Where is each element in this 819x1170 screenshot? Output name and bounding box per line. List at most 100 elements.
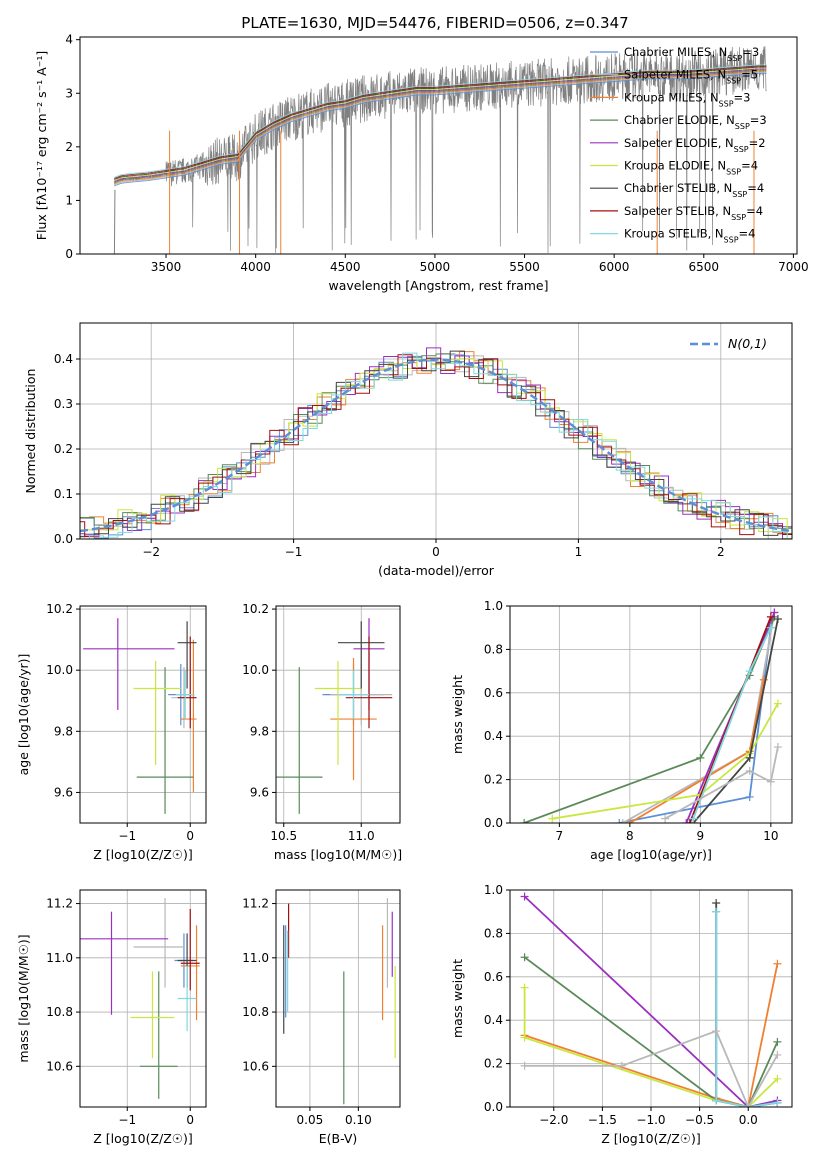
x-tick-label: 3500 xyxy=(151,260,182,274)
y-tick-label: 0.0 xyxy=(54,532,73,546)
mass-weight-vs-age-panel: 7 8 9 10 0.0 0.2 0.4 0.6 0.8 1.0 age [log10(age/yr… xyxy=(450,599,793,862)
residuals-panel: −2 −1 0 1 2 0.0 0.1 0.2 0.3 0.4 (data-model)/error… xyxy=(23,322,793,578)
legend-value: =4 xyxy=(739,227,756,241)
y-tick-label: 0.1 xyxy=(54,487,73,501)
mass-weight-marker xyxy=(745,792,754,801)
legend-entry: Chabrier MILES, NSSP=3 xyxy=(624,45,759,63)
mass-weight-marker xyxy=(773,1074,782,1083)
mass-weight-marker xyxy=(745,753,754,762)
legend-value: =4 xyxy=(741,159,758,173)
x-tick-label: 0 xyxy=(186,1113,194,1127)
x-tick-label: 10 xyxy=(763,829,778,843)
y-axis-label: age [log10(age/yr)] xyxy=(16,654,31,776)
x-tick-label: −2.0 xyxy=(539,1113,568,1127)
axes-frame xyxy=(509,605,793,824)
x-tick-label: −0.5 xyxy=(685,1113,714,1127)
legend-entry: N(0,1) xyxy=(728,336,767,351)
x-tick-label: 1 xyxy=(575,545,583,559)
y-axis-label: mass weight xyxy=(450,959,465,1038)
plot-area xyxy=(276,618,393,814)
legend-entry: Kroupa ELODIE, NSSP=4 xyxy=(624,159,758,177)
legend-subscript: SSP xyxy=(724,235,739,244)
y-tick-label: 0.0 xyxy=(484,1100,503,1114)
histogram-kroupa-stelib xyxy=(80,352,792,539)
y-tick-label: 1.0 xyxy=(484,599,503,613)
mass-weight-marker xyxy=(520,1061,529,1070)
x-tick-label: 6000 xyxy=(599,260,630,274)
y-tick-label: 11.0 xyxy=(46,951,73,965)
model-spectrum-salpeter-elodie xyxy=(113,68,767,183)
legend-value: =2 xyxy=(749,136,766,150)
y-tick-label: 10.6 xyxy=(46,1059,73,1073)
histogram-chabrier-stelib xyxy=(80,350,792,539)
mass-weight-marker xyxy=(773,959,782,968)
mass-weight-marker xyxy=(766,612,775,621)
x-tick-label: 7000 xyxy=(778,260,809,274)
model-spectrum-chabrier-stelib xyxy=(113,66,767,180)
mass-weight-line xyxy=(523,616,776,823)
legend-entry: Chabrier ELODIE, NSSP=3 xyxy=(624,113,767,131)
mass-weight-marker xyxy=(520,1033,529,1042)
mass-weight-marker xyxy=(770,608,779,617)
x-tick-label: 2 xyxy=(717,545,725,559)
legend-value: =4 xyxy=(746,204,763,218)
model-spectrum-kroupa-elodie xyxy=(113,67,767,182)
y-tick-label: 0.2 xyxy=(484,1057,503,1071)
model-spectrum-chabrier-miles xyxy=(113,72,767,187)
mass-vs-metallicity-panel: −1 0 10.6 10.8 11.0 11.2 Z [log10(Z/Z☉)] mass [… xyxy=(16,889,207,1146)
mass-weight-marker xyxy=(773,1050,782,1059)
mass-weight-marker xyxy=(773,743,782,752)
y-tick-label: 10.2 xyxy=(46,602,73,616)
mass-weight-marker xyxy=(520,819,529,823)
legend-entry: Salpeter MILES, NSSP=5 xyxy=(624,68,758,86)
mass-weight-marker xyxy=(745,766,754,775)
plot-area xyxy=(113,46,767,254)
plot-area xyxy=(520,892,782,1107)
x-tick-label: 6500 xyxy=(689,260,720,274)
x-tick-label: 0.0 xyxy=(739,1113,758,1127)
y-tick-label: 0.6 xyxy=(484,686,503,700)
mass-weight-marker xyxy=(520,892,529,901)
legend-entry: Chabrier STELIB, NSSP=4 xyxy=(624,181,764,199)
mass-weight-vs-metallicity-panel: −2.0 −1.5 −1.0 −0.5 0.0 0.0 0.2 0.4 0.6 0.8 1.0 Z [… xyxy=(450,883,793,1146)
x-axis-label: wavelength [Angstrom, rest frame] xyxy=(328,278,548,293)
legend-subscript: SSP xyxy=(735,122,750,131)
normal-reference-curve xyxy=(80,358,792,533)
axes-frame xyxy=(79,605,207,824)
mass-weight-line xyxy=(552,703,779,820)
mass-weight-marker xyxy=(548,814,557,823)
y-axis-label: Normed distribution xyxy=(23,369,38,494)
mass-weight-marker xyxy=(685,819,694,823)
legend-subscript: SSP xyxy=(734,144,749,153)
mass-weight-marker xyxy=(766,777,775,786)
mass-weight-marker xyxy=(745,667,754,676)
x-tick-label: −1 xyxy=(285,545,303,559)
legend-value: =3 xyxy=(750,113,767,127)
histogram-chabrier-elodie xyxy=(80,353,792,539)
plot-area xyxy=(283,898,396,1105)
y-tick-label: 10.2 xyxy=(242,602,269,616)
y-tick-label: 9.8 xyxy=(54,724,73,738)
x-axis-label: E(B-V) xyxy=(319,1131,358,1146)
y-tick-label: 0.4 xyxy=(484,729,503,743)
axes-frame xyxy=(79,889,207,1108)
x-tick-label: 0 xyxy=(186,829,194,843)
x-tick-label: 11.0 xyxy=(348,829,375,843)
mass-weight-marker xyxy=(682,819,691,823)
model-spectrum-kroupa-stelib xyxy=(113,64,767,178)
y-tick-label: 0.8 xyxy=(484,642,503,656)
y-tick-label: 0 xyxy=(65,247,73,261)
mass-weight-marker xyxy=(617,1061,626,1070)
mass-weight-marker xyxy=(773,615,782,624)
model-spectrum-salpeter-stelib xyxy=(113,65,767,179)
y-tick-label: 0.3 xyxy=(54,397,73,411)
mass-weight-marker xyxy=(773,699,782,708)
model-spectrum-kroupa-miles xyxy=(113,70,767,185)
y-tick-label: 10.8 xyxy=(46,1005,73,1019)
mass-weight-marker xyxy=(520,983,529,992)
mass-weight-line xyxy=(524,963,779,1107)
model-spectrum-chabrier-elodie xyxy=(113,69,767,184)
y-tick-label: 0.4 xyxy=(484,1013,503,1027)
y-tick-label: 10.6 xyxy=(242,1059,269,1073)
mass-weight-marker xyxy=(661,814,670,823)
